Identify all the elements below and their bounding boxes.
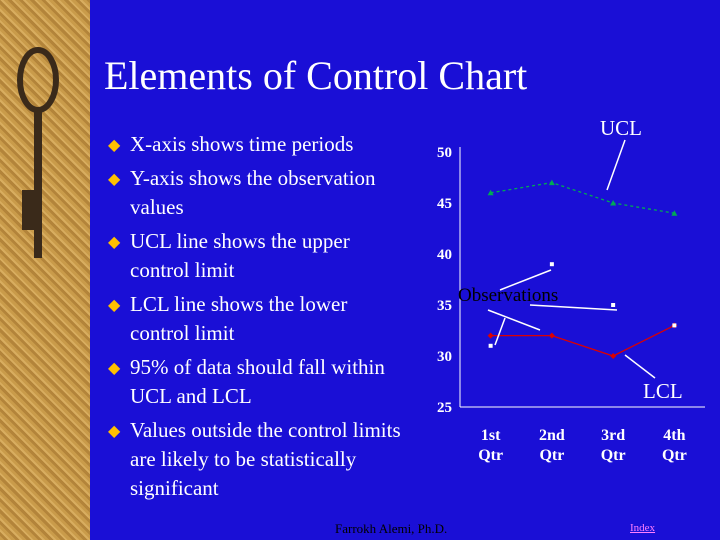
observation-point <box>488 343 493 348</box>
ucl-point <box>548 179 555 186</box>
lcl-point <box>487 332 494 339</box>
ucl-point <box>671 210 678 216</box>
lcl-annotation-label: LCL <box>643 379 683 403</box>
x-tick-label: 3rd <box>601 427 625 444</box>
antique-key-icon <box>17 47 59 258</box>
footer-author: Farrokh Alemi, Ph.D. <box>335 521 448 536</box>
x-tick-label: Qtr <box>601 447 626 464</box>
bullet-item: ◆ X-axis shows time periods <box>108 130 408 159</box>
y-tick-label: 40 <box>437 247 452 263</box>
observations-arrow <box>499 269 552 291</box>
key-image-panel <box>0 0 90 540</box>
bullet-text: UCL line shows the upper control limit <box>130 229 350 282</box>
bullet-list: ◆ X-axis shows time periods ◆ Y-axis shows… <box>108 130 408 508</box>
x-tick-label: 1st <box>481 427 501 444</box>
y-tick-label: 30 <box>437 349 452 365</box>
y-tick-label: 45 <box>437 196 452 212</box>
observations-annotation-label: Observations <box>458 285 558 306</box>
bullet-text: 95% of data should fall within UCL and L… <box>130 355 385 408</box>
x-tick-label: Qtr <box>662 447 687 464</box>
observation-point <box>611 303 616 307</box>
observations-arrow <box>529 304 618 311</box>
diamond-bullet-icon: ◆ <box>108 360 121 377</box>
bullet-text: LCL line shows the lower control limit <box>130 292 348 345</box>
y-tick-label: 50 <box>437 145 452 161</box>
diamond-bullet-icon: ◆ <box>108 297 121 314</box>
ucl-series-line <box>490 181 675 214</box>
x-tick-label: Qtr <box>539 447 564 464</box>
bullet-text: Values outside the control limits are li… <box>130 418 401 500</box>
x-tick-label: 4th <box>663 427 685 444</box>
diamond-bullet-icon: ◆ <box>108 137 121 154</box>
y-tick-label: 25 <box>437 400 452 416</box>
bullet-item: ◆ Values outside the control limits are l… <box>108 416 408 503</box>
observations-arrow <box>494 317 506 346</box>
slide-title: Elements of Control Chart <box>104 53 528 98</box>
bullet-text: Y-axis shows the observation values <box>130 166 376 219</box>
index-link[interactable]: Index <box>630 522 656 534</box>
x-tick-label: 2nd <box>539 427 565 444</box>
lcl-series-line <box>490 324 675 357</box>
bullet-item: ◆ UCL line shows the upper control limit <box>108 227 408 285</box>
x-tick-label: Qtr <box>478 447 503 464</box>
bullet-text: X-axis shows time periods <box>130 132 354 156</box>
bullet-item: ◆ Y-axis shows the observation values <box>108 164 408 222</box>
ucl-point <box>487 189 494 196</box>
observation-point <box>672 323 677 328</box>
diamond-bullet-icon: ◆ <box>108 171 121 188</box>
lcl-point <box>548 332 555 339</box>
lcl-point <box>610 353 617 359</box>
ucl-annotation-label: UCL <box>600 116 642 140</box>
lcl-arrow <box>624 354 656 379</box>
observation-point <box>549 262 554 267</box>
ucl-point <box>610 200 617 206</box>
ucl-arrow <box>606 139 626 191</box>
y-tick-label: 35 <box>437 298 452 314</box>
bullet-item: ◆ 95% of data should fall within UCL and … <box>108 353 408 411</box>
diamond-bullet-icon: ◆ <box>108 234 121 251</box>
observations-arrow <box>487 309 541 331</box>
diamond-bullet-icon: ◆ <box>108 423 121 440</box>
bullet-item: ◆ LCL line shows the lower control limit <box>108 290 408 348</box>
